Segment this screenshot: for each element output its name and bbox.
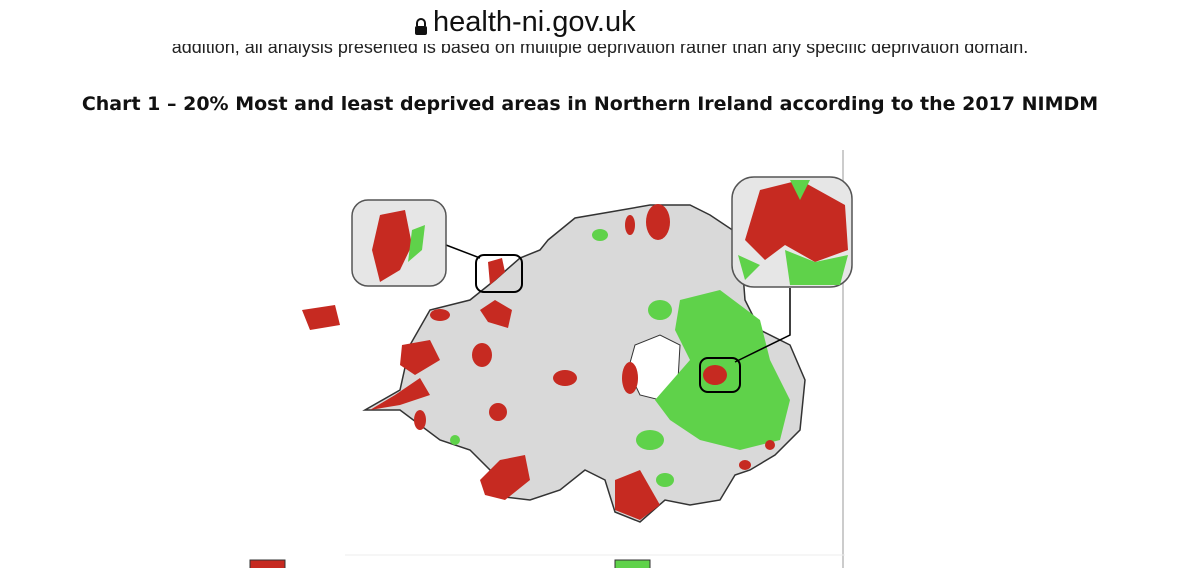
address-bar[interactable]: health-ni.gov.uk xyxy=(0,0,1200,44)
chart-title: Chart 1 – 20% Most and least deprived ar… xyxy=(81,93,1099,115)
lock-icon xyxy=(415,18,427,35)
url[interactable]: health-ni.gov.uk xyxy=(433,6,636,38)
